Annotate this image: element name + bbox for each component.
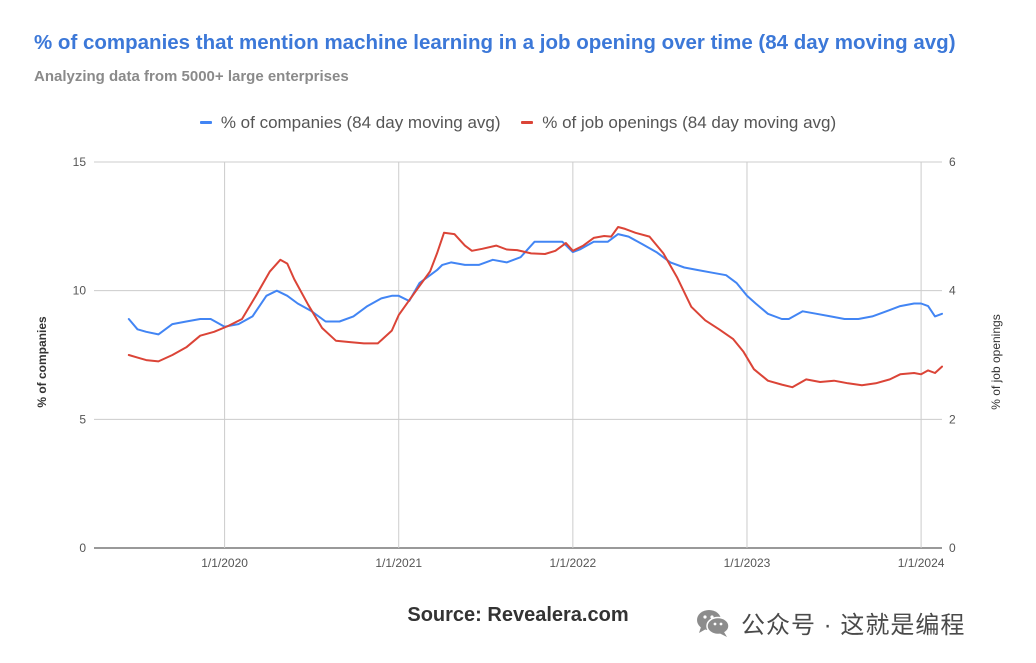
wechat-icon xyxy=(697,609,730,637)
source-text: Source: Revealera.com xyxy=(407,604,629,626)
x-tick-label: 1/1/2020 xyxy=(201,556,248,570)
y2-tick-label: 6 xyxy=(949,155,956,169)
y2-tick-label: 0 xyxy=(949,541,956,555)
axis-layer: 0 5 10 15 0 2 4 6 1/1/2020 1/1/2021 1/1/2022 1/1/20… xyxy=(73,155,956,570)
y-tick-label: 0 xyxy=(79,541,86,555)
chart-legend: % of companies (84 day moving avg) % of … xyxy=(0,109,1036,133)
y-tick-label: 10 xyxy=(73,284,87,298)
y2-tick-label: 4 xyxy=(949,284,956,298)
y-tick-label: 5 xyxy=(79,412,86,426)
legend-label-job-openings: % of job openings (84 day moving avg) xyxy=(542,112,837,132)
series-line-job-openings xyxy=(127,226,943,389)
x-tick-label: 1/1/2021 xyxy=(375,556,422,570)
series-layer xyxy=(127,226,943,389)
legend-swatch-companies xyxy=(199,121,212,124)
y2-tick-label: 2 xyxy=(949,412,956,426)
chart-title: % of companies that mention machine lear… xyxy=(34,31,956,54)
watermark: 公众号 · 这就是编程 xyxy=(695,605,965,640)
legend-swatch-job-openings xyxy=(521,121,534,124)
y-axis-label: % of companies xyxy=(35,316,49,408)
y-tick-label: 15 xyxy=(73,155,87,169)
x-tick-label: 1/1/2024 xyxy=(898,556,945,570)
chart-subtitle: Analyzing data from 5000+ large enterpri… xyxy=(34,68,349,85)
x-tick-label: 1/1/2022 xyxy=(549,556,596,570)
y2-axis-label: % of job openings xyxy=(989,314,1003,409)
x-tick-label: 1/1/2023 xyxy=(724,556,771,570)
legend-item-job-openings[interactable]: % of job openings (84 day moving avg) xyxy=(521,113,836,133)
watermark-text: 公众号 · 这就是编程 xyxy=(741,612,966,639)
legend-item-companies[interactable]: % of companies (84 day moving avg) xyxy=(199,112,501,133)
series-line-companies xyxy=(127,233,943,336)
grid-layer xyxy=(94,161,942,549)
legend-label-companies: % of companies (84 day moving avg) xyxy=(220,112,501,132)
